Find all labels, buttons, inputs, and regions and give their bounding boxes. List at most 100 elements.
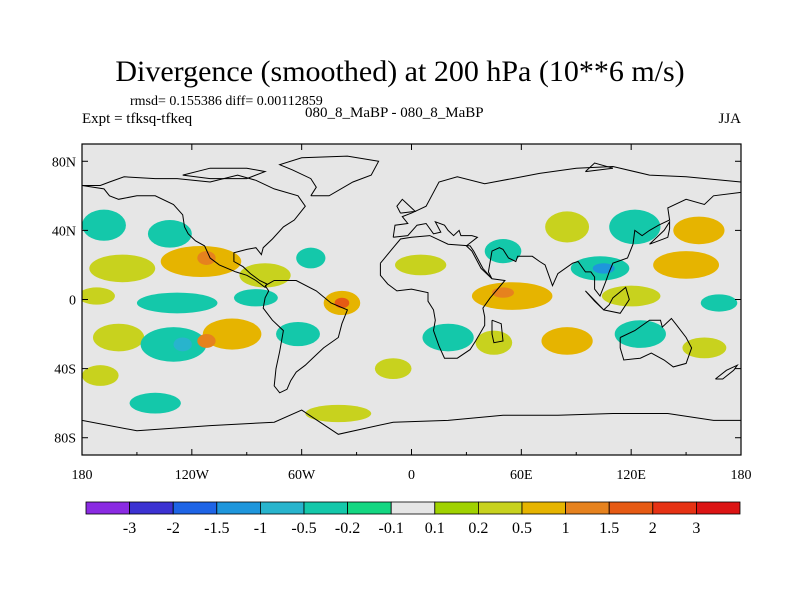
contour-blob	[82, 287, 115, 305]
contour-blob	[197, 334, 216, 348]
y-axis: 80N 40N 0 40S 80S	[52, 155, 741, 447]
coastline	[278, 155, 380, 197]
x-tick-label: 120E	[616, 468, 646, 483]
colorbar-swatch	[565, 501, 610, 515]
case-label: 080_8_MaBP - 080_8_MaBP	[305, 105, 484, 121]
colorbar-label: 0.1	[425, 520, 445, 537]
coastline	[379, 235, 506, 359]
contour-blob	[334, 297, 350, 309]
coastline	[82, 409, 741, 435]
contour-blob	[471, 282, 553, 310]
colorbar-swatch	[434, 501, 479, 515]
colorbar-label: -0.1	[379, 520, 404, 537]
x-tick-label: 0	[408, 468, 415, 483]
colorbar-swatch	[521, 501, 566, 515]
contour-blob	[276, 321, 320, 347]
x-tick-label: 60W	[288, 468, 316, 483]
coastline	[715, 363, 739, 380]
contour-blob	[89, 254, 156, 283]
coastline	[396, 198, 417, 214]
colorbar-label: 2	[649, 520, 657, 537]
coastline	[619, 317, 693, 368]
y-tick-label: 40S	[54, 363, 76, 378]
y-tick-label: 80S	[54, 432, 76, 447]
stats-line: rmsd= 0.155386 diff= 0.00112859	[130, 94, 323, 109]
colorbar-swatch	[259, 501, 305, 515]
contour-blob	[700, 294, 738, 312]
colorbar-label: -0.5	[291, 520, 316, 537]
contour-blob	[197, 251, 216, 265]
contour-blob	[614, 320, 666, 348]
colorbar-label: 1	[562, 520, 570, 537]
colorbar-label: -1.5	[204, 520, 229, 537]
contour-blob	[82, 209, 126, 241]
contour-blob	[140, 327, 207, 362]
colorbar-swatch	[390, 501, 436, 515]
contour-blob	[374, 358, 412, 379]
coastline-group	[82, 155, 741, 435]
contour-blob	[484, 239, 522, 264]
coastline	[82, 174, 306, 289]
colorbar-swatch	[477, 501, 523, 515]
coastline	[649, 220, 671, 245]
contour-blob	[173, 337, 192, 352]
colorbar-swatch	[216, 501, 261, 515]
colorbar-label: 3	[692, 520, 700, 537]
y-tick-label: 0	[69, 294, 76, 309]
colorbar-swatch	[608, 501, 654, 515]
colorbar-swatch	[303, 501, 348, 515]
x-tick-label: 60E	[510, 468, 533, 483]
contour-blob	[682, 337, 727, 359]
contour-blob	[545, 211, 590, 243]
season-label: JJA	[718, 111, 741, 127]
colorbar-label: 0.2	[468, 520, 488, 537]
coastline	[585, 286, 630, 314]
contour-blob	[239, 263, 291, 288]
contour-blob	[82, 365, 119, 386]
contour-blob	[92, 323, 145, 352]
contour-blob	[422, 323, 474, 352]
colorbar-swatch	[172, 501, 218, 515]
colorbar-label: -3	[123, 520, 136, 537]
contour-blob	[305, 404, 372, 423]
colorbar-swatch	[652, 501, 697, 515]
colorbar-label: -2	[167, 520, 180, 537]
contour-blob	[601, 285, 661, 307]
x-tick-label: 180	[731, 468, 752, 483]
contour-blob	[592, 263, 615, 274]
contour-blob	[202, 318, 262, 350]
y-tick-label: 40N	[52, 224, 76, 239]
colorbar-swatch	[347, 501, 392, 515]
contour-blob	[673, 216, 725, 245]
experiment-label: Expt = tfksq-tfkeq	[82, 111, 193, 127]
colorbar-label: -1	[254, 520, 267, 537]
chart-title: Divergence (smoothed) at 200 hPa (10**6 …	[115, 55, 685, 88]
coastline	[262, 280, 349, 394]
contour-blob	[395, 254, 447, 276]
colorbar-swatch	[696, 501, 741, 515]
coastline	[392, 165, 741, 297]
divergence-field	[82, 209, 738, 423]
contour-blob	[653, 251, 720, 279]
colorbar-swatch	[129, 501, 174, 515]
x-axis: 180 120W 60W 0 60E 120E 180	[72, 144, 752, 483]
colorbar-swatch	[85, 501, 130, 515]
contour-blob	[296, 247, 326, 269]
contour-blob	[129, 392, 181, 414]
contour-blob	[233, 289, 278, 307]
x-tick-label: 180	[72, 468, 93, 483]
contour-blob	[609, 209, 661, 245]
coastline	[585, 162, 614, 173]
contour-blob	[136, 292, 218, 314]
contour-blob	[541, 327, 593, 355]
contour-blob	[147, 220, 192, 248]
contour-blob	[492, 287, 515, 298]
colorbar-label: 1.5	[599, 520, 619, 537]
coastline	[491, 319, 504, 344]
colorbar-label: 0.5	[512, 520, 532, 537]
colorbar: -3 -2 -1.5 -1 -0.5 -0.2 -0.1 0.1 0.2 0.5 1 1.5 2 3	[85, 501, 741, 537]
coastline	[182, 167, 267, 180]
y-tick-label: 80N	[52, 155, 76, 170]
x-tick-label: 120W	[175, 468, 210, 483]
